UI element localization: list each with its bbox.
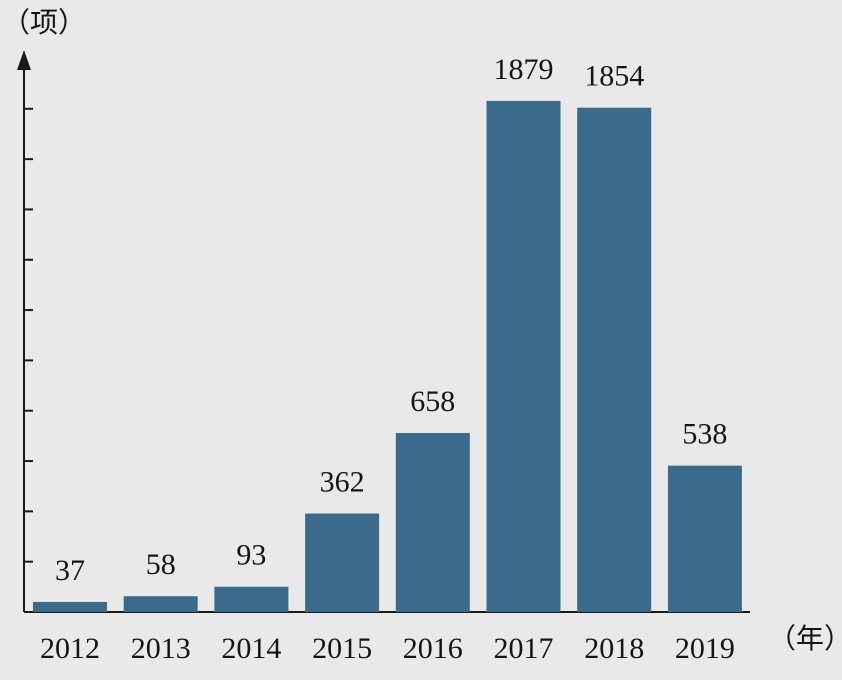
- category-label-2016: 2016: [403, 632, 463, 665]
- category-label-2019: 2019: [675, 632, 735, 665]
- category-labels: 2012 2013 2014 2015 2016 2017 2018 2019: [40, 632, 735, 665]
- y-axis-arrow-icon: [17, 50, 31, 70]
- y-axis-ticks: [24, 107, 33, 563]
- value-label-2015: 362: [320, 466, 365, 499]
- category-label-2017: 2017: [494, 632, 554, 665]
- y-axis-unit-label: （项）: [2, 7, 86, 39]
- value-labels: 37 58 93 362 658 1879 1854 538: [55, 53, 727, 587]
- bar-2017: [486, 100, 561, 613]
- bar-2018: [577, 107, 652, 612]
- bars: [33, 100, 742, 613]
- bar-2013: [123, 596, 198, 612]
- x-axis-unit-label: （年）: [768, 623, 842, 655]
- value-label-2014: 93: [236, 539, 266, 572]
- y-axis: [17, 50, 33, 612]
- bar-2015: [305, 513, 380, 612]
- value-label-2018: 1854: [584, 60, 644, 93]
- value-label-2017: 1879: [494, 53, 554, 86]
- bar-2016: [395, 433, 470, 612]
- category-label-2018: 2018: [584, 632, 644, 665]
- bar-2012: [33, 601, 107, 612]
- value-label-2019: 538: [682, 418, 727, 451]
- bar-2019: [667, 465, 742, 612]
- bar-2014: [214, 586, 289, 612]
- value-label-2012: 37: [55, 554, 85, 587]
- category-label-2013: 2013: [131, 632, 191, 665]
- category-label-2014: 2014: [221, 632, 281, 665]
- category-label-2012: 2012: [40, 632, 100, 665]
- value-label-2016: 658: [410, 385, 455, 418]
- category-label-2015: 2015: [312, 632, 372, 665]
- value-label-2013: 58: [146, 548, 176, 581]
